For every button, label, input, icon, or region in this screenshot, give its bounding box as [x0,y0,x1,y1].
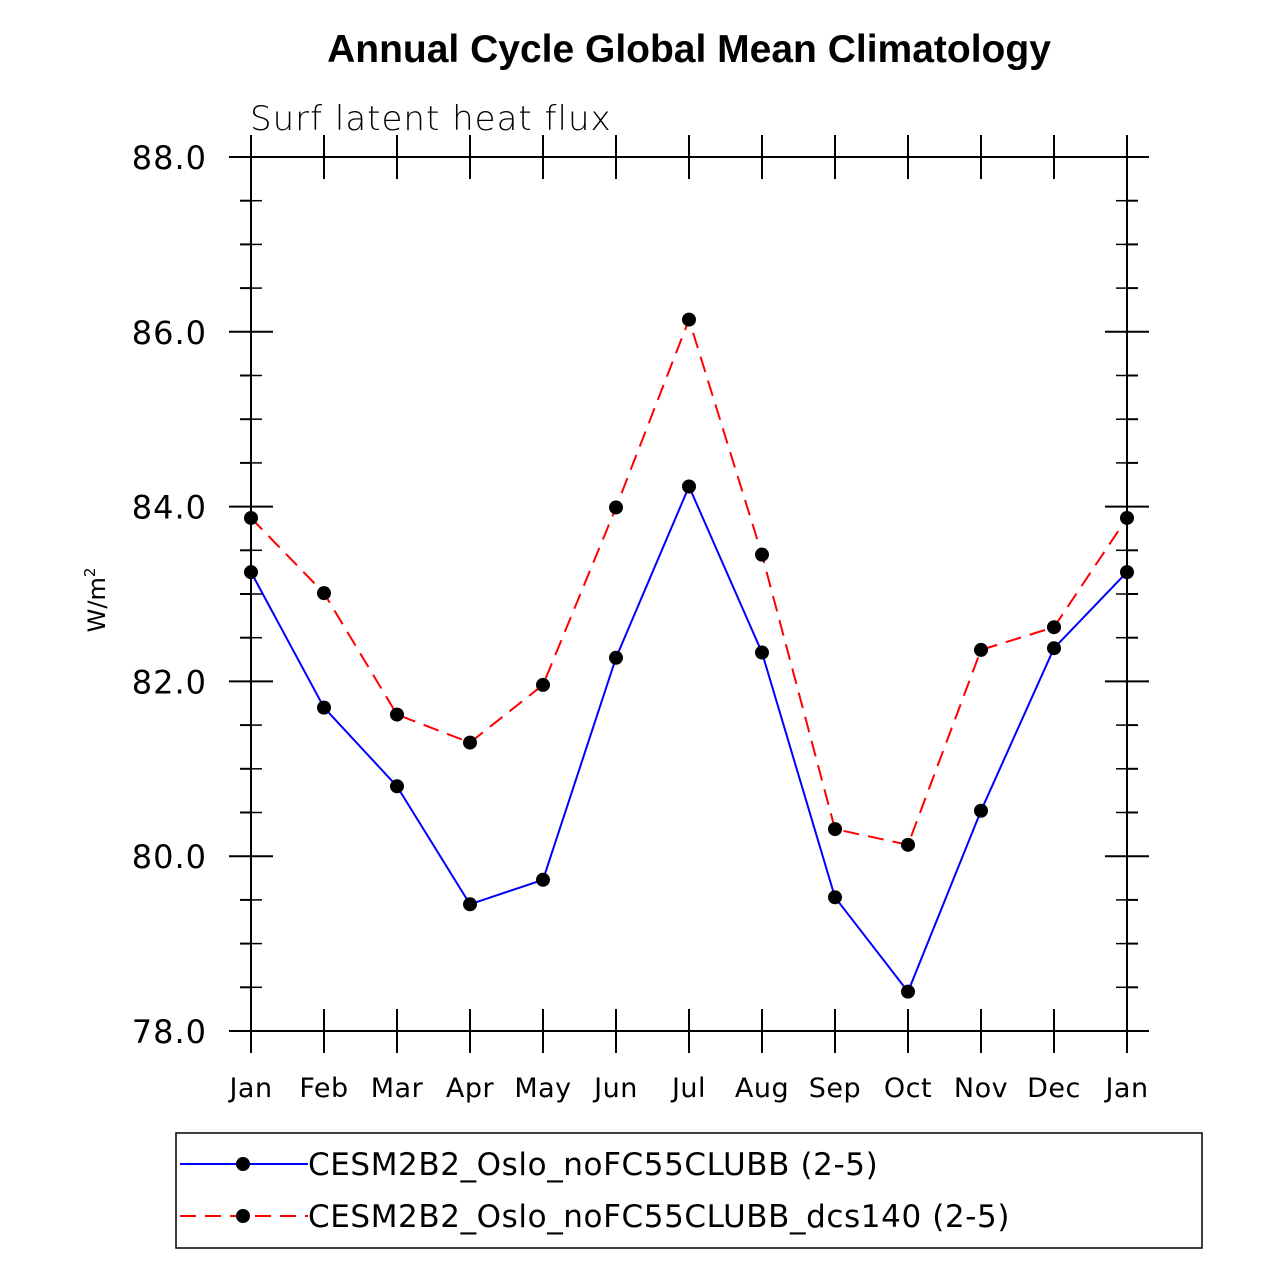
series-2-point [1047,620,1061,635]
series-2-point [974,642,988,657]
x-tick-label: Dec [1027,1073,1081,1104]
series-1-point [1120,565,1134,580]
y-axis-label: W/m2 [81,568,111,633]
series-1-point [682,479,696,494]
series-1-point [828,890,842,905]
series-1-point [244,565,258,580]
series-2-point [390,707,404,722]
series-1-point [317,700,331,715]
series-1-point [901,984,915,999]
x-tick-label: Apr [446,1073,495,1104]
x-tick-label: Jan [227,1073,272,1104]
series-2-point [828,822,842,837]
series-1-point [755,645,769,660]
series-2-point [609,500,623,515]
legend-label-series-2: CESM2B2_Oslo_noFC55CLUBB_dcs140 (2-5) [308,1199,1010,1235]
x-tick-label: Jan [1103,1073,1148,1104]
y-tick-label: 84.0 [132,489,207,527]
x-tick-label: Aug [735,1073,789,1104]
legend: CESM2B2_Oslo_noFC55CLUBB (2-5) CESM2B2_O… [175,1132,1203,1249]
x-axis-ticks: Jan Feb Mar Apr May Jun Jul Aug Sep Oct Nov Dec Jan [227,135,1148,1104]
y-axis-label-text: W/m [83,577,111,632]
chart-subtitle: Surf latent heat flux [250,99,612,139]
y-tick-label: 88.0 [132,139,207,177]
series-2-point [1120,510,1134,525]
x-tick-label: Sep [809,1073,861,1104]
legend-marker-series-1 [236,1157,250,1171]
chart-title: Annual Cycle Global Mean Climatology [327,28,1051,71]
y-axis-label-superscript: 2 [81,568,99,578]
y-axis-ticks: 78.0 80.0 82.0 84.0 86.0 88.0 [132,139,1149,1051]
series-1-point [609,650,623,665]
series-layer [244,312,1134,999]
x-tick-label: Mar [371,1073,424,1104]
y-tick-label: 80.0 [132,838,207,876]
y-tick-label: 82.0 [132,663,207,701]
series-line-2 [250,316,1128,846]
plot-frame [250,156,1128,1032]
legend-marker-series-2 [236,1209,250,1223]
series-1-point [390,779,404,794]
series-2-point [755,547,769,562]
series-1-point [974,803,988,818]
y-tick-label: 86.0 [132,314,207,352]
series-2-point [901,837,915,852]
x-tick-label: Jul [670,1073,706,1104]
legend-box [175,1132,1203,1249]
series-2-point [244,510,258,525]
series-2-point [536,677,550,692]
y-tick-label: 78.0 [132,1013,207,1051]
series-1-point [1047,641,1061,656]
series-2-point [463,735,477,750]
x-tick-label: Nov [954,1073,1008,1104]
series-2-point [682,312,696,327]
series-2-point [317,586,331,601]
svg-text:W/m2: W/m2 [81,568,111,633]
series-1-point [536,872,550,887]
x-tick-label: Feb [299,1073,348,1104]
x-tick-label: May [514,1073,571,1104]
x-tick-label: Jun [592,1073,638,1104]
series-1-point [463,897,477,912]
x-tick-label: Oct [884,1073,932,1104]
series-line-1 [250,483,1128,994]
legend-label-series-1: CESM2B2_Oslo_noFC55CLUBB (2-5) [308,1147,878,1183]
